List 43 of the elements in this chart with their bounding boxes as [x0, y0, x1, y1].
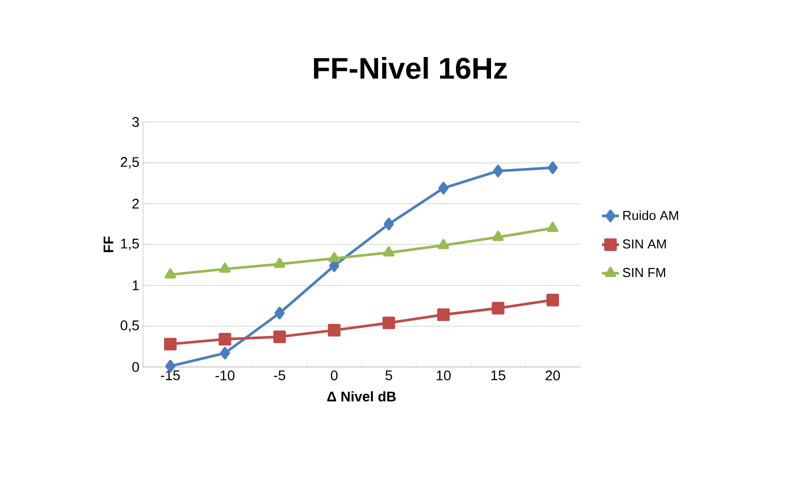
point: [219, 262, 231, 273]
x-axis-title: Δ Nivel dB: [327, 391, 396, 402]
x-tick-label: 15: [491, 370, 506, 380]
y-tick-label: 1,5: [121, 238, 139, 250]
y-tick-label: 3: [132, 117, 139, 127]
point: [274, 306, 285, 320]
point: [493, 164, 504, 178]
x-tick-label: 10: [436, 370, 451, 380]
point: [328, 324, 340, 337]
point: [547, 222, 558, 232]
point: [382, 316, 396, 330]
x-tick-label: 0: [330, 370, 338, 380]
y-tick-label: 0,5: [120, 320, 139, 332]
point: [437, 308, 450, 322]
point: [546, 294, 559, 306]
legend-label: Ruido AM: [623, 210, 678, 220]
point: [438, 239, 450, 250]
y-axis-title: FF: [104, 236, 114, 252]
y-tick-label: 1: [132, 280, 139, 290]
legend-label: SIN FM: [622, 268, 666, 278]
point: [164, 338, 177, 350]
point: [492, 230, 504, 241]
legend-label: SIN AM: [622, 239, 666, 249]
point: [218, 332, 232, 346]
point: [273, 330, 286, 344]
point: [164, 268, 176, 279]
point: [438, 182, 448, 194]
y-tick-label: 0: [132, 362, 139, 372]
x-tick-label: -5: [274, 370, 286, 380]
chart-title: FF-Nivel 16Hz: [314, 57, 507, 79]
x-tick-label: -15: [160, 370, 180, 380]
point: [328, 252, 340, 262]
point: [274, 258, 286, 268]
point: [384, 218, 394, 230]
x-tick-label: -10: [215, 370, 234, 380]
point: [220, 346, 230, 360]
x-tick-label: 20: [546, 370, 560, 380]
x-tick-label: 5: [386, 370, 392, 380]
point: [548, 161, 558, 174]
y-tick-label: 2: [132, 198, 139, 209]
point: [383, 246, 394, 256]
point: [492, 302, 504, 314]
y-tick-label: 2,5: [120, 157, 139, 169]
